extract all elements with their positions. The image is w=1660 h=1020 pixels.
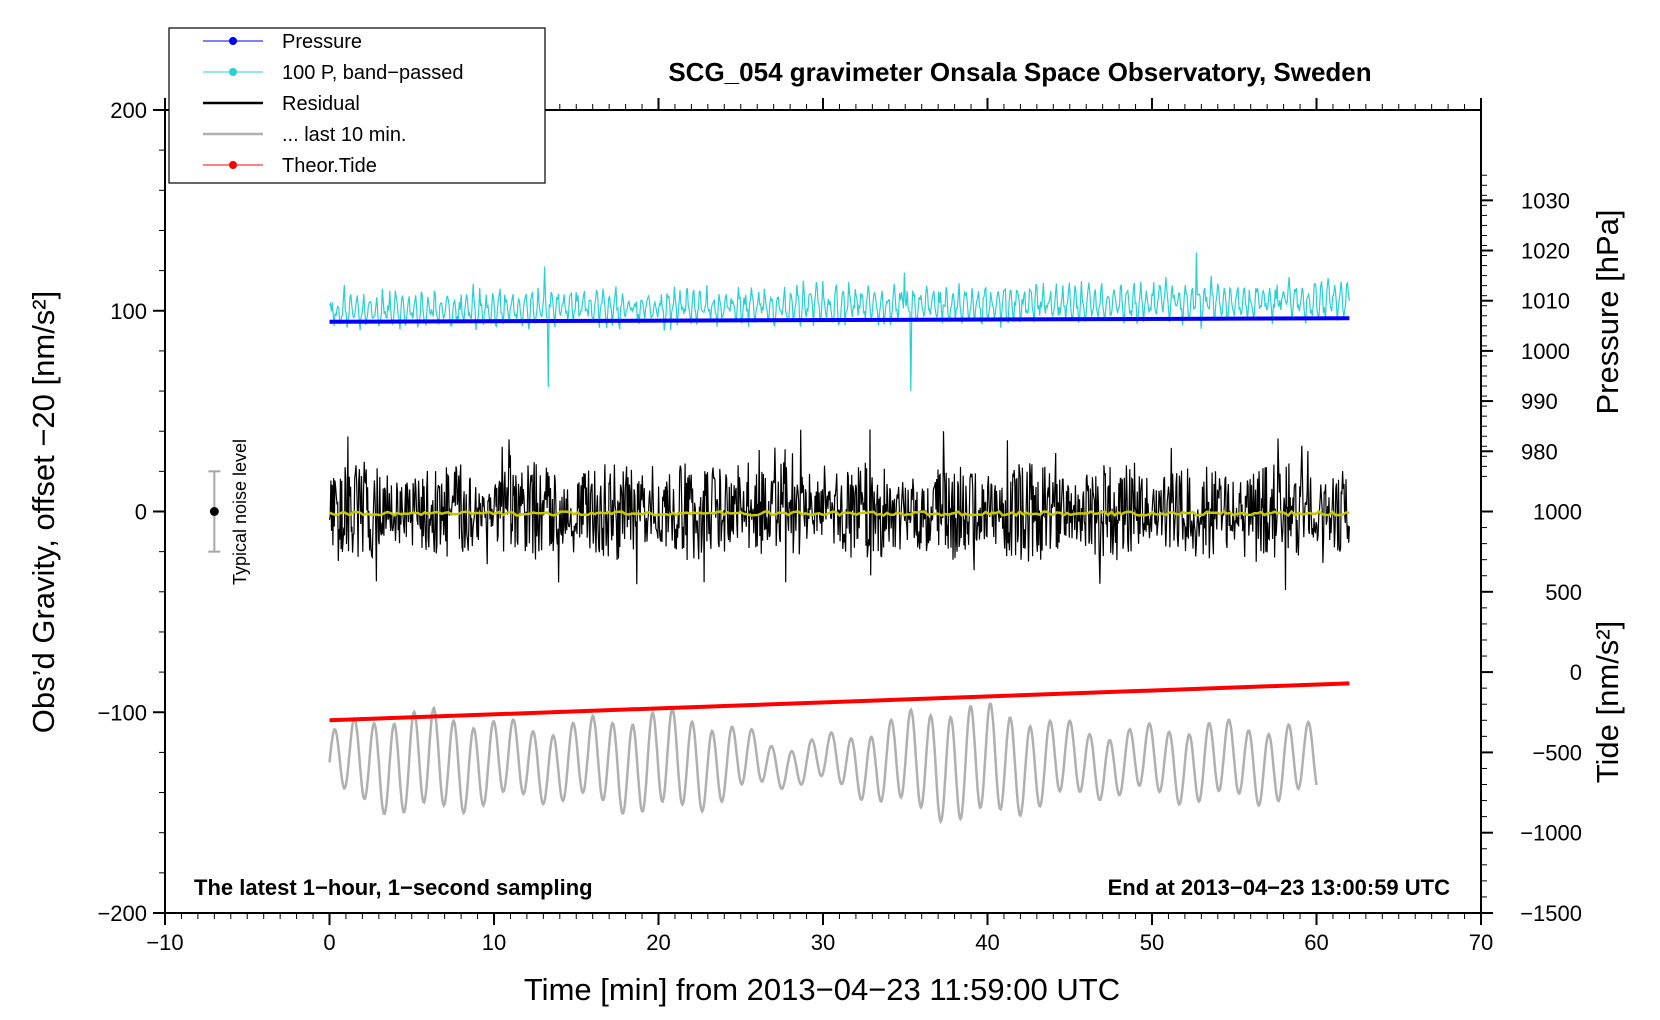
annotation-right: End at 2013−04−23 13:00:59 UTC <box>1108 875 1451 900</box>
legend-label: Pressure <box>282 31 362 53</box>
x-tick-label: −10 <box>146 930 183 955</box>
series-line-residual <box>328 429 1350 591</box>
noise-bar-dot <box>209 507 219 516</box>
series-line-bandpass <box>328 252 1350 392</box>
tide-tick-label: −1500 <box>1520 901 1582 926</box>
series-line-theor-tide <box>329 681 1350 723</box>
noise-label: Typical noise level <box>230 439 250 585</box>
y-tick-label-left: 0 <box>135 500 147 525</box>
legend-item: Theor.Tide <box>203 155 377 177</box>
pressure-tick-label: 980 <box>1521 439 1558 464</box>
y-tick-label-left: −100 <box>97 700 147 725</box>
series-line-pressure <box>329 316 1350 324</box>
legend-swatch-dot <box>229 68 237 76</box>
x-tick-label: 20 <box>646 930 670 955</box>
axis-ticks: −10 0 10 20 30 40 50 60 70−200−10001002009809901… <box>97 98 1582 955</box>
annotation-left: The latest 1−hour, 1−second sampling <box>194 875 593 900</box>
x-tick-label: 10 <box>482 930 506 955</box>
pressure-tick-label: 1030 <box>1521 188 1570 213</box>
x-tick-label: 60 <box>1304 930 1328 955</box>
x-tick-label: 70 <box>1469 930 1493 955</box>
series-line-last-10-min <box>328 702 1318 825</box>
tide-tick-label: 500 <box>1545 580 1582 605</box>
legend-box <box>168 27 546 184</box>
x-tick-label: 50 <box>1140 930 1164 955</box>
y-axis-title-left: Obs’d Gravity, offset −20 [nm/s²] <box>26 291 61 734</box>
y-axis-title-pressure: Pressure [hPa] <box>1590 209 1625 414</box>
series-line-residual-smoothed <box>329 509 1350 518</box>
legend-item: Residual <box>203 93 360 115</box>
chart-title: SCG_054 gravimeter Onsala Space Observat… <box>668 57 1371 87</box>
legend-label: Theor.Tide <box>282 155 377 177</box>
legend: Pressure 100 P, band−passed Residual ... la… <box>168 27 546 184</box>
pressure-tick-label: 1020 <box>1521 239 1570 264</box>
legend-item: ... last 10 min. <box>203 124 407 146</box>
legend-item: 100 P, band−passed <box>203 62 463 84</box>
legend-item: Pressure <box>203 31 362 53</box>
tide-tick-label: −1000 <box>1520 821 1582 846</box>
x-axis-title: Time [min] from 2013−04−23 11:59:00 UTC <box>524 972 1120 1007</box>
pressure-tick-label: 1000 <box>1521 339 1570 364</box>
y-tick-label-left: 100 <box>110 299 147 324</box>
x-tick-label: 0 <box>323 930 335 955</box>
legend-label: Residual <box>282 93 360 115</box>
x-tick-label: 40 <box>975 930 999 955</box>
y-tick-label-left: −200 <box>97 901 147 926</box>
tide-tick-label: 1000 <box>1533 500 1582 525</box>
tide-tick-label: 0 <box>1570 660 1582 685</box>
y-tick-label-left: 200 <box>110 98 147 123</box>
tide-tick-label: −500 <box>1532 740 1582 765</box>
legend-swatch-dot <box>229 37 237 45</box>
legend-swatch-dot <box>229 161 237 169</box>
legend-label: ... last 10 min. <box>282 124 407 146</box>
legend-label: 100 P, band−passed <box>282 62 463 84</box>
pressure-tick-label: 1010 <box>1521 289 1570 314</box>
pressure-tick-label: 990 <box>1521 389 1558 414</box>
y-axis-title-tide: Tide [nm/s²] <box>1590 621 1625 784</box>
x-tick-label: 30 <box>811 930 835 955</box>
noise-bar: Typical noise level <box>208 439 250 585</box>
